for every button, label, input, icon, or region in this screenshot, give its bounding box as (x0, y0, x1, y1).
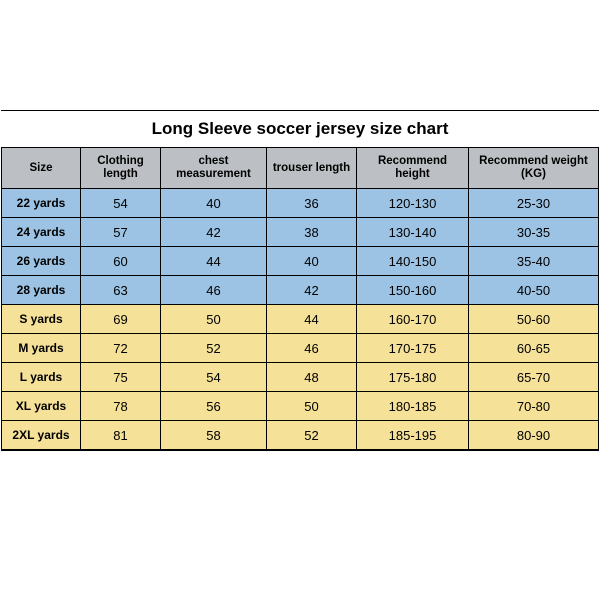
cell-chest: 44 (161, 247, 267, 275)
size-chart-table: Long Sleeve soccer jersey size chart Siz… (1, 110, 599, 451)
cell-size: XL yards (1, 392, 81, 420)
cell-height: 150-160 (357, 276, 469, 304)
cell-height: 140-150 (357, 247, 469, 275)
cell-clothing_length: 57 (81, 218, 161, 246)
table-row: 28 yards634642150-16040-50 (1, 276, 599, 305)
cell-chest: 54 (161, 363, 267, 391)
cell-size: 26 yards (1, 247, 81, 275)
cell-clothing_length: 81 (81, 421, 161, 449)
cell-weight: 35-40 (469, 247, 599, 275)
cell-height: 130-140 (357, 218, 469, 246)
cell-size: 2XL yards (1, 421, 81, 449)
col-header-size: Size (1, 148, 81, 188)
cell-chest: 42 (161, 218, 267, 246)
cell-weight: 60-65 (469, 334, 599, 362)
col-header-clothing-length: Clothing length (81, 148, 161, 188)
cell-size: S yards (1, 305, 81, 333)
cell-trouser: 52 (267, 421, 357, 449)
cell-height: 160-170 (357, 305, 469, 333)
table-row: XL yards785650180-18570-80 (1, 392, 599, 421)
cell-trouser: 40 (267, 247, 357, 275)
cell-clothing_length: 72 (81, 334, 161, 362)
table-title: Long Sleeve soccer jersey size chart (1, 110, 599, 148)
cell-chest: 56 (161, 392, 267, 420)
cell-weight: 40-50 (469, 276, 599, 304)
cell-size: 22 yards (1, 189, 81, 217)
cell-height: 170-175 (357, 334, 469, 362)
canvas: Long Sleeve soccer jersey size chart Siz… (0, 0, 600, 600)
cell-clothing_length: 75 (81, 363, 161, 391)
cell-chest: 52 (161, 334, 267, 362)
table-row: 26 yards604440140-15035-40 (1, 247, 599, 276)
top-whitespace (0, 0, 600, 110)
table-row: 24 yards574238130-14030-35 (1, 218, 599, 247)
col-header-height: Recommend height (357, 148, 469, 188)
cell-size: M yards (1, 334, 81, 362)
cell-chest: 58 (161, 421, 267, 449)
cell-chest: 46 (161, 276, 267, 304)
cell-clothing_length: 63 (81, 276, 161, 304)
cell-size: 28 yards (1, 276, 81, 304)
cell-height: 120-130 (357, 189, 469, 217)
table-row: L yards755448175-18065-70 (1, 363, 599, 392)
cell-trouser: 38 (267, 218, 357, 246)
cell-height: 185-195 (357, 421, 469, 449)
table-row: 22 yards544036120-13025-30 (1, 189, 599, 218)
table-header-row: Size Clothing length chest measurement t… (1, 148, 599, 189)
cell-chest: 50 (161, 305, 267, 333)
cell-trouser: 46 (267, 334, 357, 362)
cell-weight: 30-35 (469, 218, 599, 246)
cell-chest: 40 (161, 189, 267, 217)
cell-trouser: 42 (267, 276, 357, 304)
col-header-chest: chest measurement (161, 148, 267, 188)
table-body: 22 yards544036120-13025-3024 yards574238… (1, 189, 599, 450)
cell-weight: 80-90 (469, 421, 599, 449)
table-row: 2XL yards815852185-19580-90 (1, 421, 599, 450)
cell-trouser: 36 (267, 189, 357, 217)
cell-weight: 70-80 (469, 392, 599, 420)
cell-clothing_length: 78 (81, 392, 161, 420)
cell-weight: 25-30 (469, 189, 599, 217)
cell-height: 175-180 (357, 363, 469, 391)
cell-clothing_length: 54 (81, 189, 161, 217)
table-row: M yards725246170-17560-65 (1, 334, 599, 363)
cell-clothing_length: 60 (81, 247, 161, 275)
table-row: S yards695044160-17050-60 (1, 305, 599, 334)
cell-trouser: 44 (267, 305, 357, 333)
cell-clothing_length: 69 (81, 305, 161, 333)
col-header-weight: Recommend weight (KG) (469, 148, 599, 188)
cell-size: 24 yards (1, 218, 81, 246)
cell-height: 180-185 (357, 392, 469, 420)
cell-trouser: 48 (267, 363, 357, 391)
cell-weight: 65-70 (469, 363, 599, 391)
cell-size: L yards (1, 363, 81, 391)
cell-weight: 50-60 (469, 305, 599, 333)
col-header-trouser: trouser length (267, 148, 357, 188)
cell-trouser: 50 (267, 392, 357, 420)
